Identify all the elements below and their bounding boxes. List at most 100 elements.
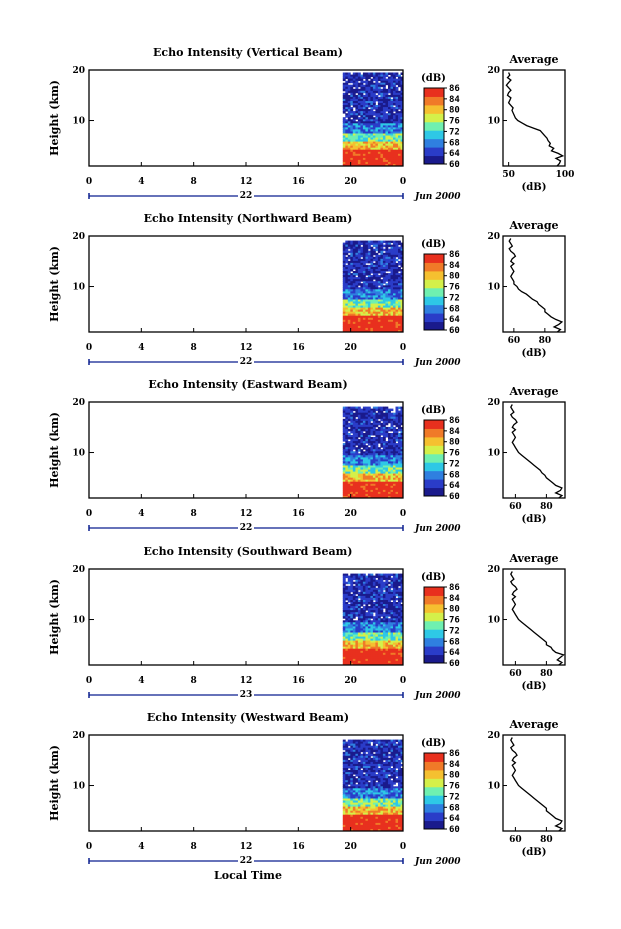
- heatmap-cell: [395, 139, 399, 143]
- heatmap-cell: [370, 246, 374, 250]
- heatmap-cell: [375, 663, 379, 666]
- heatmap-cell: [372, 774, 376, 777]
- heatmap-cell: [367, 82, 371, 86]
- heatmap-cell: [400, 616, 404, 619]
- heatmap-cell: [345, 133, 349, 136]
- heatmap-cell: [345, 275, 349, 278]
- heatmap-cell: [355, 303, 359, 307]
- echo-heatmap: [342, 240, 404, 333]
- heatmap-cell: [347, 453, 351, 456]
- heatmap-cell: [342, 299, 346, 302]
- heatmap-cell: [377, 469, 381, 473]
- heatmap-cell: [382, 612, 386, 615]
- average-x-label: (dB): [522, 182, 547, 193]
- heatmap-cell: [400, 763, 404, 767]
- heatmap-cell: [398, 418, 401, 422]
- heatmap-cell: [375, 479, 379, 483]
- heatmap-cell: [345, 624, 349, 627]
- heatmap-cell: [393, 418, 396, 422]
- x-tick-label: 12: [240, 676, 253, 686]
- heatmap-cell: [355, 573, 359, 577]
- heatmap-cell: [390, 597, 394, 601]
- heatmap-cell: [352, 416, 356, 420]
- heatmap-cell: [350, 790, 354, 793]
- heatmap-cell: [385, 459, 389, 462]
- heatmap-cell: [347, 279, 351, 282]
- heatmap-cell: [390, 293, 394, 296]
- heatmap-cell: [398, 157, 401, 161]
- heatmap-cell: [342, 575, 346, 579]
- heatmap-cell: [342, 743, 346, 747]
- heatmap-cell: [357, 327, 361, 331]
- heatmap-cell: [390, 620, 394, 623]
- heatmap-cell: [398, 139, 401, 143]
- heatmap-cell: [365, 283, 369, 286]
- heatmap-cell: [398, 149, 401, 153]
- heatmap-cell: [375, 159, 379, 163]
- colorbar-label: 76: [449, 616, 460, 626]
- heatmap-cell: [357, 618, 361, 621]
- heatmap-cell: [375, 487, 379, 491]
- heatmap-cell: [400, 449, 404, 452]
- heatmap-cell: [390, 250, 394, 254]
- heatmap-cell: [380, 782, 384, 785]
- heatmap-cell: [352, 155, 356, 159]
- heatmap-cell: [362, 412, 366, 416]
- heatmap-cell: [398, 493, 401, 497]
- heatmap-cell: [365, 330, 369, 333]
- heatmap-cell: [352, 84, 356, 88]
- heatmap-cell: [385, 311, 389, 315]
- heatmap-cell: [393, 620, 396, 623]
- heatmap-cell: [393, 632, 396, 635]
- heatmap-cell: [375, 445, 379, 448]
- heatmap-cell: [400, 113, 404, 116]
- heatmap-cell: [395, 447, 399, 450]
- heatmap-cell: [362, 119, 366, 122]
- heatmap-cell: [375, 784, 379, 787]
- heatmap-cell: [375, 321, 379, 325]
- heatmap-cell: [395, 612, 399, 615]
- heatmap-cell: [400, 612, 404, 615]
- heatmap-cell: [385, 426, 389, 430]
- heatmap-cell: [345, 593, 349, 597]
- heatmap-cell: [382, 117, 386, 120]
- heatmap-cell: [380, 121, 384, 124]
- heatmap-cell: [357, 113, 361, 116]
- heatmap-cell: [375, 610, 379, 613]
- heatmap-cell: [385, 260, 389, 264]
- heatmap-cell: [345, 597, 349, 601]
- heatmap-cell: [345, 453, 349, 456]
- heatmap-cell: [360, 242, 364, 246]
- heatmap-cell: [393, 768, 396, 771]
- heatmap-cell: [390, 123, 394, 126]
- heatmap-cell: [367, 275, 371, 278]
- heatmap-cell: [357, 127, 361, 130]
- heatmap-cell: [377, 585, 381, 589]
- heatmap-cell: [375, 86, 379, 90]
- heatmap-cell: [375, 98, 379, 102]
- heatmap-cell: [393, 147, 396, 151]
- heatmap-cell: [365, 776, 369, 779]
- heatmap-cell: [362, 244, 366, 248]
- heatmap-cell: [360, 632, 364, 635]
- heatmap-cell: [352, 782, 356, 785]
- heatmap-cell: [398, 477, 401, 481]
- heatmap-cell: [360, 650, 364, 654]
- heatmap-cell: [350, 784, 354, 787]
- heatmap-cell: [393, 420, 396, 424]
- heatmap-cell: [398, 577, 401, 581]
- heatmap-cell: [355, 614, 359, 617]
- heatmap-cell: [372, 117, 376, 120]
- heatmap-cell: [377, 269, 381, 272]
- heatmap-cell: [365, 743, 369, 747]
- heatmap-cell: [370, 475, 374, 479]
- heatmap-cell: [377, 471, 381, 475]
- heatmap-cell: [360, 330, 364, 333]
- heatmap-cell: [385, 285, 389, 288]
- x-tick-label: 0: [86, 509, 92, 519]
- heatmap-cell: [388, 447, 391, 450]
- average-profile-line: [509, 404, 564, 499]
- heatmap-cell: [360, 774, 364, 777]
- heatmap-cell: [390, 153, 394, 157]
